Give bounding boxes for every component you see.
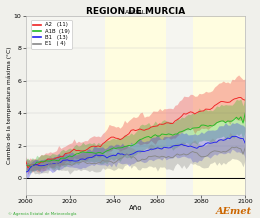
Y-axis label: Cambio de la temperatura máxima (°C): Cambio de la temperatura máxima (°C) — [7, 46, 12, 164]
Title: REGION DE MURCIA: REGION DE MURCIA — [86, 7, 185, 16]
Bar — [193, 16, 245, 194]
X-axis label: Año: Año — [129, 205, 142, 211]
Text: AEmet: AEmet — [216, 207, 252, 216]
Text: © Agencia Estatal de Meteorología: © Agencia Estatal de Meteorología — [8, 212, 76, 216]
Text: ANUAL: ANUAL — [125, 10, 146, 15]
Bar — [105, 16, 166, 194]
Legend: A2   (11), A1B  (19), B1   (13), E1   ( 4): A2 (11), A1B (19), B1 (13), E1 ( 4) — [31, 20, 72, 49]
